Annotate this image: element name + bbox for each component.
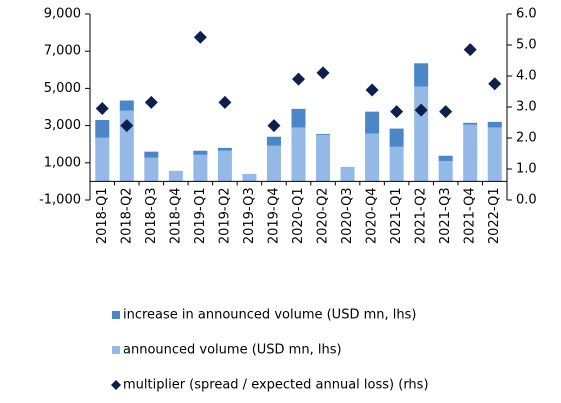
y-tick-label: 3,000 (44, 118, 81, 133)
x-tick-label: 2018-Q2 (119, 187, 134, 244)
x-tick-label: 2020-Q1 (291, 187, 306, 244)
bar (438, 160, 453, 182)
legend-swatch (112, 346, 120, 354)
marker (95, 102, 109, 116)
bar (463, 122, 478, 125)
x-tick-label: 2019-Q2 (217, 187, 232, 244)
bar (119, 100, 134, 111)
bar (217, 150, 232, 182)
y-tick-label: 1,000 (44, 155, 81, 170)
bar (463, 124, 478, 182)
bar (144, 151, 159, 158)
marker (144, 95, 158, 109)
bar (217, 147, 232, 151)
y-tick-label: 9,000 (44, 7, 81, 22)
bar (340, 166, 355, 182)
y2-tick-label: 4.0 (516, 69, 537, 84)
bar (95, 137, 110, 182)
bar (414, 63, 429, 87)
legend-label: increase in announced volume (USD mn, lh… (123, 308, 416, 323)
marker (267, 119, 281, 133)
y2-tick-label: 2.0 (516, 131, 537, 146)
y2-tick-label: 3.0 (516, 100, 537, 115)
bar (95, 120, 110, 138)
bar (487, 127, 502, 182)
y2-tick-label: 1.0 (516, 162, 537, 177)
bar (365, 111, 380, 134)
marker (218, 95, 232, 109)
marker (390, 105, 404, 119)
bar (291, 127, 306, 182)
bar (316, 134, 331, 182)
marker (193, 30, 207, 44)
marker (365, 83, 379, 97)
bar (144, 157, 159, 182)
bar (389, 128, 404, 147)
legend-swatch (111, 380, 121, 390)
legend-label: announced volume (USD mn, lhs) (123, 343, 342, 358)
legend-swatch (112, 311, 120, 319)
bar (365, 133, 380, 182)
y2-tick-label: 6.0 (516, 7, 537, 22)
bar (266, 136, 281, 146)
x-tick-label: 2019-Q3 (242, 187, 257, 244)
bar (316, 133, 331, 135)
x-tick-label: 2018-Q1 (95, 187, 110, 244)
x-tick-label: 2020-Q2 (316, 187, 331, 244)
bar (266, 145, 281, 182)
bar (168, 170, 183, 182)
bar (487, 121, 502, 128)
marker (120, 119, 134, 133)
x-tick-label: 2021-Q2 (414, 187, 429, 244)
x-tick-label: 2020-Q3 (340, 187, 355, 244)
marker (463, 43, 477, 57)
bar (438, 155, 453, 161)
bar (414, 86, 429, 182)
marker (292, 72, 305, 86)
x-tick-label: 2019-Q1 (193, 187, 208, 244)
marker (488, 77, 502, 91)
y-tick-label: 5,000 (44, 81, 81, 96)
x-tick-label: 2020-Q4 (365, 187, 380, 244)
legend-label: multiplier (spread / expected annual los… (123, 378, 429, 393)
x-tick-label: 2021-Q3 (438, 187, 453, 244)
y-tick-label: -1,000 (39, 193, 81, 208)
x-tick-label: 2021-Q4 (463, 187, 478, 244)
bar (242, 173, 257, 182)
bar (389, 146, 404, 182)
x-tick-label: 2022-Q1 (487, 187, 502, 244)
x-tick-label: 2018-Q4 (168, 187, 183, 244)
x-tick-label: 2018-Q3 (144, 187, 159, 244)
y2-tick-label: 0.0 (516, 193, 537, 208)
y-tick-label: 7,000 (44, 44, 81, 59)
y2-tick-label: 5.0 (516, 38, 537, 53)
x-tick-label: 2021-Q1 (389, 187, 404, 244)
bar (193, 154, 208, 182)
marker (414, 103, 428, 117)
marker (316, 66, 330, 80)
marker (439, 105, 453, 119)
x-tick-label: 2019-Q4 (266, 187, 281, 244)
bar (291, 108, 306, 128)
bar (193, 150, 208, 155)
